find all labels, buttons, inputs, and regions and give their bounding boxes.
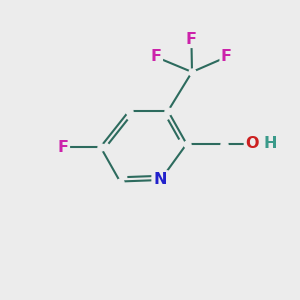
Text: F: F	[221, 50, 232, 64]
Text: O: O	[245, 136, 259, 152]
Text: F: F	[186, 32, 197, 46]
Text: N: N	[154, 172, 167, 188]
Text: F: F	[58, 140, 68, 154]
Text: F: F	[151, 50, 161, 64]
Text: H: H	[263, 136, 277, 152]
